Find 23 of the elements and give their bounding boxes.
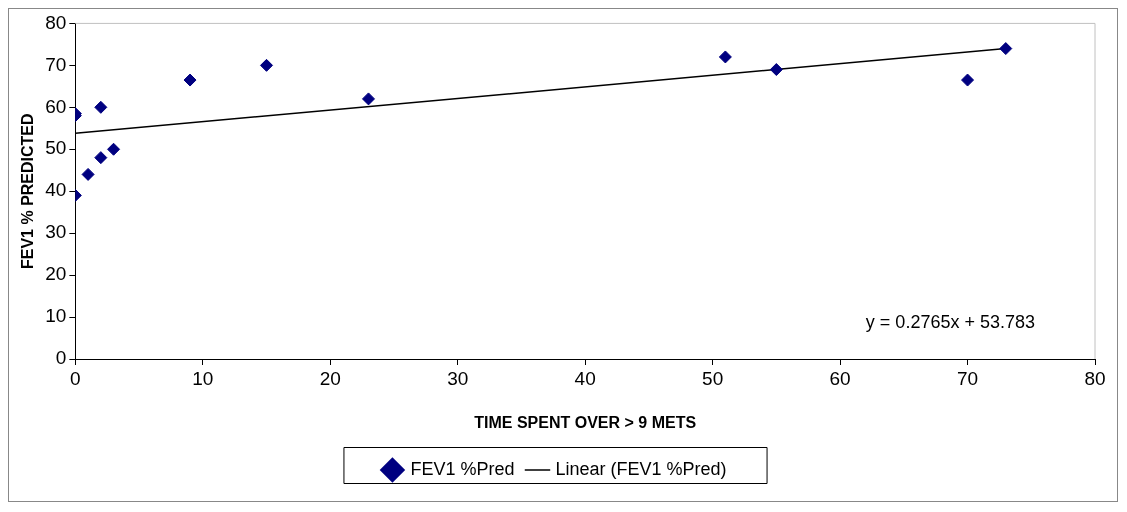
- x-tick-label: 70: [956, 367, 979, 389]
- x-axis-title: TIME SPENT OVER > 9 METS: [474, 413, 697, 431]
- y-tick-label: 10: [45, 305, 67, 327]
- y-tick-label: 50: [45, 137, 67, 159]
- legend-label: FEV1 %Pred: [410, 458, 515, 479]
- y-tick-label: 80: [45, 11, 67, 33]
- x-tick-label: 50: [702, 367, 724, 389]
- y-tick-label: 40: [45, 179, 67, 201]
- x-tick-label: 60: [829, 367, 851, 389]
- y-tick-label: 30: [45, 221, 67, 243]
- legend-label: Linear (FEV1 %Pred): [555, 458, 727, 479]
- y-tick-label: 60: [45, 95, 67, 117]
- x-tick-label: 0: [70, 367, 81, 389]
- y-axis-title: FEV1 % PREDICTED: [19, 113, 37, 269]
- x-tick-label: 40: [574, 367, 596, 389]
- x-tick-label: 80: [1084, 367, 1106, 389]
- annotation: y = 0.2765x + 53.783: [865, 311, 1035, 332]
- y-tick-label: 70: [45, 53, 67, 75]
- x-tick-label: 20: [319, 367, 341, 389]
- x-tick-label: 30: [447, 367, 469, 389]
- y-tick-label: 0: [55, 347, 67, 369]
- x-tick-label: 10: [192, 367, 214, 389]
- y-tick-label: 20: [45, 263, 67, 285]
